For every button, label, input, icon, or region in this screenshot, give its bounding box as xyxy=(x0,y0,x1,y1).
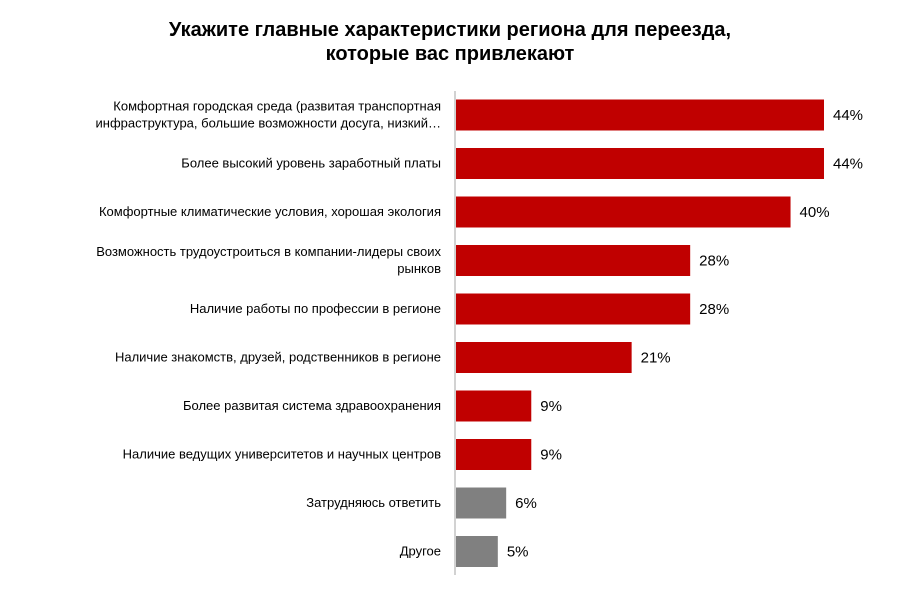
bar-3 xyxy=(456,196,791,228)
bar-6 xyxy=(456,342,632,373)
value-label-3: 40% xyxy=(800,204,830,221)
bar-7 xyxy=(456,390,532,422)
category-label-9: Затрудняюсь ответить xyxy=(306,495,441,510)
category-label-line: Комфортная городская среда (развитая тра… xyxy=(113,99,441,114)
value-label-9: 6% xyxy=(515,495,537,512)
value-label-1: 44% xyxy=(833,107,863,124)
value-label-7: 9% xyxy=(540,398,562,415)
bar-8 xyxy=(456,439,532,470)
category-label-line: Комфортные климатические условия, хороша… xyxy=(99,204,441,219)
bar-5 xyxy=(456,293,691,325)
value-label-6: 21% xyxy=(641,350,671,367)
category-label-3: Комфортные климатические условия, хороша… xyxy=(99,204,441,219)
category-label-10: Другое xyxy=(400,544,441,559)
category-label-8: Наличие ведущих университетов и научных … xyxy=(123,447,441,462)
category-label-4: Возможность трудоустроиться в компании-л… xyxy=(96,244,441,276)
chart-title: Укажите главные характеристики региона д… xyxy=(0,18,900,66)
category-label-line: Наличие работы по профессии в регионе xyxy=(190,301,441,316)
category-label-line: Наличие ведущих университетов и научных … xyxy=(123,447,441,462)
category-label-2: Более высокий уровень заработный платы xyxy=(181,156,441,171)
chart-title-line-2: которые вас привлекают xyxy=(325,43,575,65)
category-label-line: Более развитая система здравоохранения xyxy=(183,398,441,413)
category-label-line: Затрудняюсь ответить xyxy=(306,495,441,510)
category-label-line: Возможность трудоустроиться в компании-л… xyxy=(96,244,441,259)
category-label-6: Наличие знакомств, друзей, родственников… xyxy=(115,350,441,365)
bar-9 xyxy=(456,487,507,519)
value-label-5: 28% xyxy=(699,301,729,318)
category-label-line: Наличие знакомств, друзей, родственников… xyxy=(115,350,441,365)
bar-2 xyxy=(456,148,824,179)
value-label-10: 5% xyxy=(507,544,529,561)
value-label-4: 28% xyxy=(699,253,729,270)
chart-title-line-1: Укажите главные характеристики региона д… xyxy=(168,19,732,41)
value-label-8: 9% xyxy=(540,447,562,464)
category-label-line: рынков xyxy=(397,261,441,276)
category-label-5: Наличие работы по профессии в регионе xyxy=(190,301,441,316)
category-label-line: инфраструктура, большие возможности досу… xyxy=(96,116,441,131)
bar-1 xyxy=(456,99,824,131)
category-label-1: Комфортная городская среда (развитая тра… xyxy=(96,99,441,131)
category-label-7: Более развитая система здравоохранения xyxy=(183,398,441,413)
category-label-line: Другое xyxy=(400,544,441,559)
category-label-line: Более высокий уровень заработный платы xyxy=(181,156,441,171)
value-label-2: 44% xyxy=(833,156,863,173)
bar-4 xyxy=(456,245,691,276)
bar-10 xyxy=(456,536,498,567)
